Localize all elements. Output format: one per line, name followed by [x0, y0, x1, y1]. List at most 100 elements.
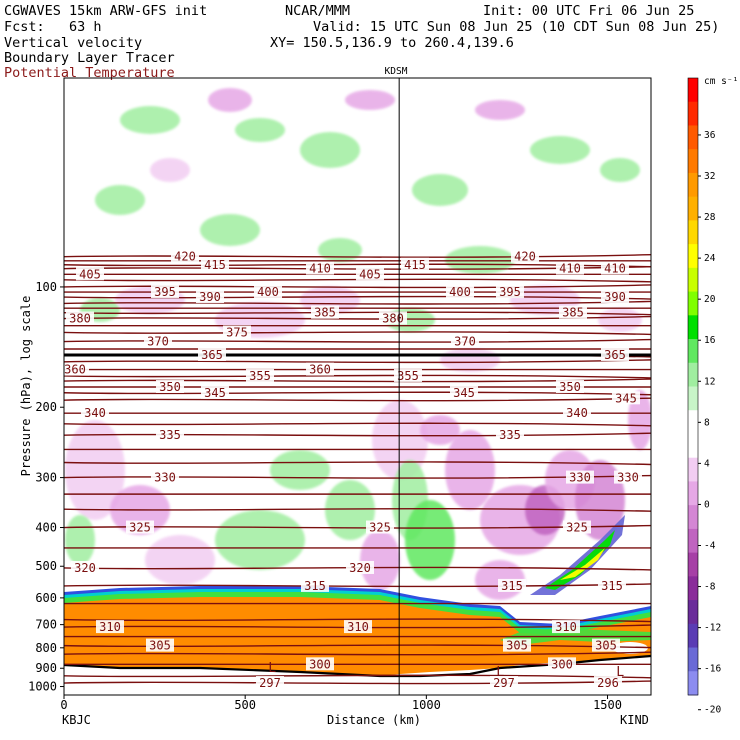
theta-contour: [64, 644, 651, 649]
theta-label-bg: [156, 380, 184, 394]
plot-area: 420 415 410 405 395 390 400 385 380 375 370 365 360 3…: [64, 78, 651, 695]
colorbar-swatch: [688, 433, 698, 459]
colorbar-swatch: [688, 244, 698, 269]
x-tick-label: 1500: [593, 698, 622, 712]
x-tick-label: 0: [60, 698, 67, 712]
theta-contour: [64, 651, 651, 656]
colorbar-swatch: [688, 647, 698, 672]
tracer-gap: [612, 642, 648, 654]
theta-label-bg: [256, 676, 284, 690]
org-label: NCAR/MMM: [285, 3, 351, 19]
theta-contour: [64, 422, 651, 427]
theta-label-bg: [156, 428, 184, 442]
theta-label: 360: [64, 363, 86, 377]
theta-label: 335: [159, 428, 181, 442]
y-tick-label: 100: [35, 280, 57, 294]
colorbar-swatch: [688, 410, 698, 435]
theta-label: 395: [499, 285, 521, 299]
theta-label: 330: [569, 471, 591, 485]
field-boundary-layer-tracer: Boundary Layer Tracer: [4, 50, 175, 66]
theta-label-bg: [563, 520, 591, 534]
theta-label-bg: [498, 578, 526, 592]
surface-low-marker: L: [616, 665, 624, 680]
y-tick-label: 700: [35, 618, 57, 632]
theta-label-bg: [151, 470, 179, 484]
theta-label: 325: [566, 521, 588, 535]
theta-label: 390: [604, 290, 626, 304]
theta-contour: [64, 624, 651, 629]
vertical-velocity-region: [420, 415, 460, 445]
colorbar-tick-label: 20: [704, 294, 716, 305]
theta-label-bg: [552, 620, 580, 634]
theta-contour: [64, 618, 651, 623]
y-tick-label: 1000: [28, 680, 57, 694]
theta-label: 310: [99, 620, 121, 634]
theta-label-bg: [306, 657, 334, 671]
y-tick-label: 300: [35, 471, 57, 485]
theta-label-bg: [144, 334, 172, 348]
theta-label-bg: [126, 520, 154, 534]
theta-contour: [64, 524, 651, 529]
field-vertical-velocity: Vertical velocity: [4, 35, 143, 51]
colorbar-tick-label: 24: [704, 253, 716, 264]
theta-label: 395: [154, 285, 176, 299]
theta-label: 335: [499, 428, 521, 442]
theta-label: 385: [314, 306, 336, 320]
theta-label-bg: [566, 470, 594, 484]
theta-contour: [64, 253, 651, 258]
theta-label: 340: [566, 406, 588, 420]
theta-label-bg: [306, 261, 334, 275]
theta-contour: [64, 474, 651, 479]
vertical-velocity-region: [65, 420, 125, 520]
vertical-velocity-region: [445, 430, 495, 510]
colorbar-frame: [687, 77, 699, 696]
theta-label-bg: [394, 368, 422, 382]
vertical-velocity-region: [530, 136, 590, 164]
theta-label: 405: [79, 267, 101, 281]
vertical-velocity-region: [405, 500, 455, 580]
theta-contour: [64, 300, 651, 305]
colorbar-swatch: [688, 101, 698, 126]
colorbar-swatch: [688, 220, 698, 245]
theta-contour: [64, 331, 651, 336]
theta-label-bg: [490, 676, 518, 690]
theta-label: 380: [382, 312, 404, 326]
theta-label: 370: [147, 335, 169, 349]
theta-label: 320: [349, 561, 371, 575]
theta-label-bg: [146, 638, 174, 652]
theta-label: 305: [595, 639, 617, 653]
theta-label: 315: [304, 579, 326, 593]
vertical-velocity-region: [600, 158, 640, 182]
theta-label-bg: [379, 311, 407, 325]
theta-label: 305: [149, 639, 171, 653]
theta-contour: [64, 284, 651, 289]
y-tick-label: 900: [35, 661, 57, 675]
theta-label: 355: [249, 369, 271, 383]
tracer-plume: [545, 530, 615, 590]
colorbar-swatch: [688, 623, 698, 649]
vertical-velocity-region: [65, 515, 95, 565]
theta-label: 410: [309, 262, 331, 276]
colorbar-swatch: [688, 457, 698, 482]
theta-label-bg: [356, 267, 384, 281]
theta-contour: [64, 378, 651, 383]
theta-contour: [64, 295, 651, 300]
x-axis-label: Distance (km): [327, 713, 421, 727]
theta-label: 345: [615, 391, 637, 405]
left-endpoint: KBJC: [62, 713, 91, 727]
theta-label: 325: [369, 521, 391, 535]
vertical-velocity-region: [120, 106, 180, 134]
colorbar-tick-label: 12: [704, 376, 715, 387]
theta-label-bg: [451, 334, 479, 348]
theta-label-bg: [198, 347, 226, 361]
theta-label-bg: [171, 249, 199, 263]
theta-label-bg: [223, 325, 251, 339]
theta-label-bg: [366, 520, 394, 534]
theta-label: 400: [257, 285, 279, 299]
theta-label-bg: [496, 428, 524, 442]
colorbar-swatch: [688, 196, 698, 221]
forecast-hour: Fcst: 63 h: [4, 19, 102, 35]
colorbar-swatch: [688, 78, 698, 103]
theta-label: 365: [604, 348, 626, 362]
